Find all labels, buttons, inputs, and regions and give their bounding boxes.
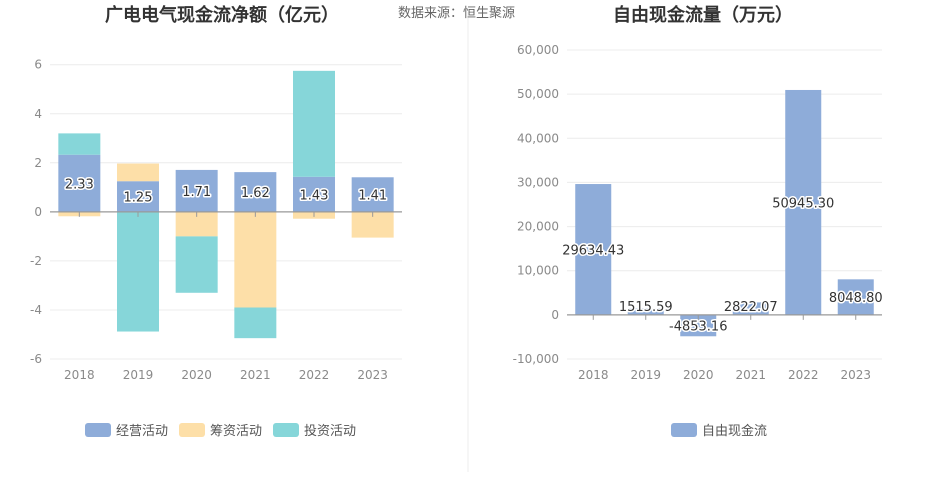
right-plot-area: -10,000 0 10,000 20,000 30,000 40,000 50,000 60… <box>513 43 884 382</box>
y-tick-label: 50,000 <box>517 87 559 101</box>
bar-经营活动-2021 <box>234 172 277 212</box>
x-tick-label: 2023 <box>357 368 388 382</box>
y-tick-label: 2 <box>34 156 42 170</box>
bar-自由现金流-2023 <box>837 279 874 315</box>
left-plot-area: -6 -4 -2 0 2 4 6 2018 2019 2020 2021 2022 2023 2.33 1.… <box>30 58 402 382</box>
legend-swatch <box>671 423 697 437</box>
y-tick-label: -4 <box>30 303 42 317</box>
data-label: 1515.59 <box>619 300 673 315</box>
x-tick-label: 2022 <box>788 368 819 382</box>
bar-经营活动-2022 <box>293 176 335 212</box>
x-tick-label: 2021 <box>735 368 766 382</box>
bar-自由现金流-2021 <box>732 302 769 315</box>
y-tick-label: -2 <box>30 254 42 268</box>
bar-自由现金流-2019 <box>627 308 664 315</box>
right-legend: 自由现金流 <box>671 423 767 439</box>
bar-自由现金流-2020 <box>680 314 717 337</box>
y-tick-label: 0 <box>34 205 42 219</box>
x-tick-label: 2021 <box>240 368 271 382</box>
y-tick-label: -6 <box>30 352 42 366</box>
bar-投资活动-2019 <box>117 211 159 332</box>
bar-筹资活动-2019 <box>117 163 159 182</box>
legend-label: 经营活动 <box>116 424 168 439</box>
bar-经营活动-2020 <box>175 169 218 212</box>
y-tick-label: 20,000 <box>517 220 559 234</box>
bar-经营活动-2019 <box>117 181 159 212</box>
x-tick-label: 2020 <box>683 368 714 382</box>
bar-自由现金流-2018 <box>575 184 612 315</box>
legend-label: 筹资活动 <box>210 423 262 439</box>
y-tick-label: 30,000 <box>517 175 559 189</box>
y-tick-label: 60,000 <box>517 43 559 57</box>
data-label: 1.71 <box>182 185 211 200</box>
x-tick-label: 2023 <box>840 368 871 382</box>
y-tick-label: -10,000 <box>513 352 559 366</box>
y-tick-label: 6 <box>34 58 42 72</box>
data-label: 1.43 <box>300 188 329 203</box>
data-label: 2822.07 <box>724 300 778 315</box>
x-tick-label: 2019 <box>630 368 661 382</box>
data-source-note: 数据来源：恒生聚源 <box>398 6 515 21</box>
data-label: 1.41 <box>358 189 387 204</box>
data-label: 29634.43 <box>562 243 624 258</box>
bar-投资活动-2022 <box>293 70 335 177</box>
bar-经营活动-2018 <box>58 154 101 212</box>
legend-swatch <box>179 423 205 437</box>
x-tick-label: 2020 <box>181 368 212 382</box>
legend-swatch <box>273 423 299 437</box>
data-label: 8048.80 <box>829 291 883 306</box>
data-label: 2.33 <box>65 177 94 192</box>
legend-label: 自由现金流 <box>702 423 767 439</box>
bar-自由现金流-2022 <box>785 89 822 315</box>
bar-投资活动-2021 <box>234 307 277 339</box>
y-tick-label: 0 <box>551 308 559 322</box>
x-tick-label: 2019 <box>123 368 154 382</box>
left-chart-title: 广电电气现金流净额（亿元） <box>105 4 339 26</box>
right-chart-title: 自由现金流量（万元） <box>613 4 793 26</box>
x-tick-label: 2018 <box>578 368 609 382</box>
y-tick-label: 4 <box>34 107 42 121</box>
y-tick-label: 10,000 <box>517 264 559 278</box>
left-legend: 经营活动 筹资活动 投资活动 <box>85 423 356 439</box>
bar-投资活动-2018 <box>58 133 101 155</box>
bar-筹资活动-2021 <box>234 211 277 308</box>
x-tick-label: 2022 <box>299 368 330 382</box>
bar-投资活动-2020 <box>175 236 218 293</box>
data-label: 1.25 <box>124 191 153 206</box>
bar-经营活动-2023 <box>351 177 394 212</box>
data-label: 50945.30 <box>772 196 834 211</box>
y-tick-label: 40,000 <box>517 131 559 145</box>
legend-label: 投资活动 <box>304 423 356 439</box>
data-label: 1.62 <box>241 186 270 201</box>
x-tick-label: 2018 <box>64 368 95 382</box>
data-label: -4853.16 <box>669 320 727 335</box>
legend-swatch <box>85 423 111 437</box>
